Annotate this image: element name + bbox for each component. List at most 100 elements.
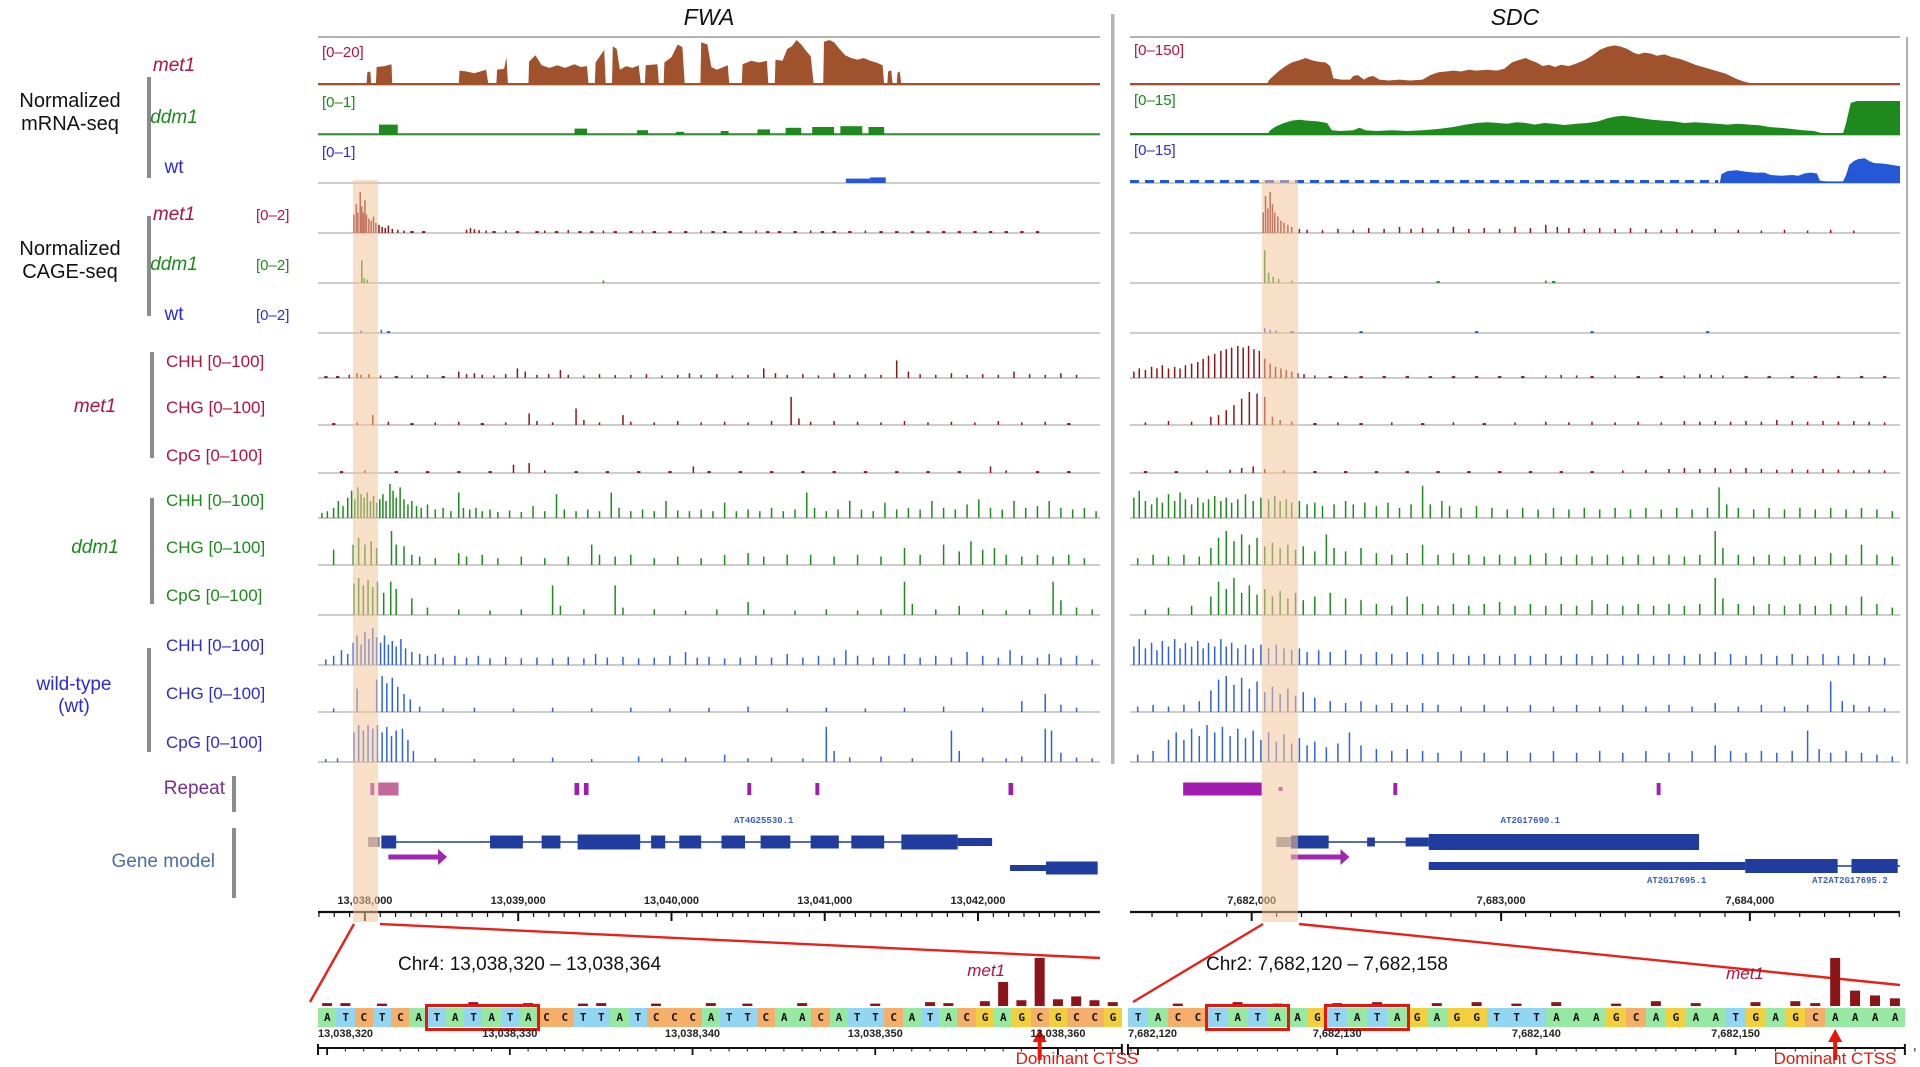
left-coord-label: 13,038,320 (318, 1028, 374, 1040)
left-base-cell: C (683, 1008, 703, 1027)
left-base-cell: A (793, 1008, 812, 1027)
sdc-gene-exon (1428, 834, 1700, 850)
group-label-wild-type: wild-type (wt) (14, 674, 134, 718)
fwa-gene-exon (577, 834, 641, 850)
fwa-repeat-mark (574, 783, 580, 795)
zoom-met1-label-right: met1 (1726, 964, 1764, 983)
fwa-track-mrna_met1 (318, 40, 1100, 85)
zoom-met1-label-left: met1 (967, 961, 1005, 980)
wt-group-line1: wild-type (36, 674, 112, 695)
row-label-cage-wt: wt (164, 304, 184, 325)
fwa-gene-exon (810, 835, 839, 849)
fwa-track-wt_cpg (325, 725, 1093, 762)
fwa-repeat-mark (370, 783, 375, 795)
sdc-gene-exon (1851, 859, 1898, 873)
row-label-wt-chh: CHH [0–100] (166, 636, 265, 655)
fwa-repeat-mark (815, 783, 820, 795)
sdc-gene-label: AT2G17690.1 (1500, 816, 1561, 826)
left-base-cell: G (1103, 1008, 1123, 1027)
right-tata-box (1324, 1004, 1410, 1031)
sdc-track-cage_met1 (1262, 192, 1855, 233)
track-label-repeat: Repeat (163, 778, 225, 799)
left-ctss-arrow-head (1032, 1029, 1047, 1042)
right-base-cell: T (1207, 1008, 1228, 1027)
left-base-cell: G (975, 1008, 995, 1027)
left-ctss-bar (979, 1001, 990, 1006)
fwa-repeat-mark (747, 783, 752, 795)
right-base-cell: T (1128, 1008, 1149, 1027)
left-ctss-bar (1107, 1002, 1118, 1006)
sdc-track-ddm1_chh (1133, 485, 1894, 518)
row-label-met1-cpg: CpG [0–100] (166, 446, 263, 465)
row-label-ddm1-chh: CHH [0–100] (166, 491, 265, 510)
right-base-cell: T (1247, 1008, 1268, 1027)
sdc-track-ddm1_chg (1136, 531, 1894, 565)
sdc-gene-exon (1428, 862, 1746, 870)
right-base-cell: C (1167, 1008, 1189, 1027)
left-base-cell: A (409, 1008, 429, 1027)
left-base-cell: A (994, 1008, 1013, 1027)
left-base-cell: C (756, 1008, 776, 1027)
sdc-track-met1_cpg (1143, 466, 1886, 473)
left-tata-box (424, 1004, 541, 1031)
right-base-cell: G (1307, 1008, 1328, 1027)
left-base-cell: C (1067, 1008, 1086, 1027)
right-ctss-arrow-stem (1833, 1040, 1838, 1060)
left-base-cell: A (701, 1008, 721, 1027)
left-ctss-bar (925, 1002, 936, 1006)
left-base-cell: A (482, 1008, 502, 1027)
left-ctss-bar (340, 1003, 351, 1006)
row-label-mrna-wt: wt (164, 157, 184, 178)
sdc-repeat-mark (1393, 783, 1398, 795)
right-coord-label: 7,682,130 (1312, 1028, 1362, 1040)
right-base-cell: T (1486, 1008, 1507, 1027)
right-ctss-bar (1690, 1003, 1701, 1006)
fwa-track-wt_chh (325, 628, 1093, 665)
right-base-cell: A (1825, 1008, 1846, 1027)
fwa-gene-exon (541, 835, 561, 849)
left-ctss-bar (742, 1003, 753, 1006)
scale-cage-ddm1: [0–2] (256, 257, 290, 274)
fwa-track-ddm1_chh (321, 484, 1097, 518)
fwa-track-met1_chh (324, 360, 1078, 378)
right-base-cell: A (1765, 1008, 1786, 1027)
right-base-cell: A (1865, 1008, 1886, 1027)
left-base-cell: C (884, 1008, 904, 1027)
left-base-cell: A (902, 1008, 922, 1027)
fwa-repeat-mark (1008, 783, 1014, 795)
sdc-track-mrna_ddm1 (1130, 101, 1900, 135)
left-base-cell: C (1030, 1008, 1050, 1027)
left-coord-label: 13,038,340 (665, 1028, 721, 1040)
fwa-repeat-mark (583, 783, 589, 795)
right-ctss-bar (1471, 1002, 1482, 1006)
panel-divider (1111, 14, 1115, 764)
right-coord-label: 7,682,140 (1511, 1028, 1561, 1040)
left-ctss-bar (1016, 1000, 1027, 1006)
row-label-met1-chg: CHG [0–100] (166, 398, 266, 417)
group-label-ddm1: ddm1 (71, 537, 119, 558)
left-ctss-bar (322, 1003, 333, 1006)
right-ctss-arrow-head (1828, 1029, 1843, 1042)
left-base-cell: T (866, 1008, 885, 1027)
fwa-track-ddm1_cpg (353, 578, 1093, 615)
right-tata-box (1204, 1004, 1291, 1031)
right-base-cell: A (1546, 1008, 1567, 1027)
left-ctss-bar (1089, 1000, 1100, 1006)
fwa-ruler-label: 13,040,000 (643, 895, 699, 907)
left-ctss-bar (577, 1003, 588, 1006)
left-base-cell: T (372, 1008, 392, 1027)
sdc-track-mrna_wt (1130, 158, 1900, 183)
left-base-cell: C (957, 1008, 977, 1027)
cage-group-line1: Normalized (19, 238, 121, 260)
right-base-cell: A (1685, 1008, 1707, 1027)
sdc-gene-exon (1405, 837, 1429, 847)
scale-cage-met1: [0–2] (256, 207, 290, 224)
right-ctss-bar (1611, 1003, 1622, 1006)
right-base-cell: C (1626, 1008, 1647, 1027)
left-coord-label: 13,038,350 (847, 1028, 903, 1040)
scale-cage-wt: [0–2] (256, 307, 290, 324)
bracket-gene-model (232, 828, 236, 898)
right-base-cell: G (1665, 1008, 1687, 1027)
sdc-track-wt_cpg (1136, 725, 1894, 762)
